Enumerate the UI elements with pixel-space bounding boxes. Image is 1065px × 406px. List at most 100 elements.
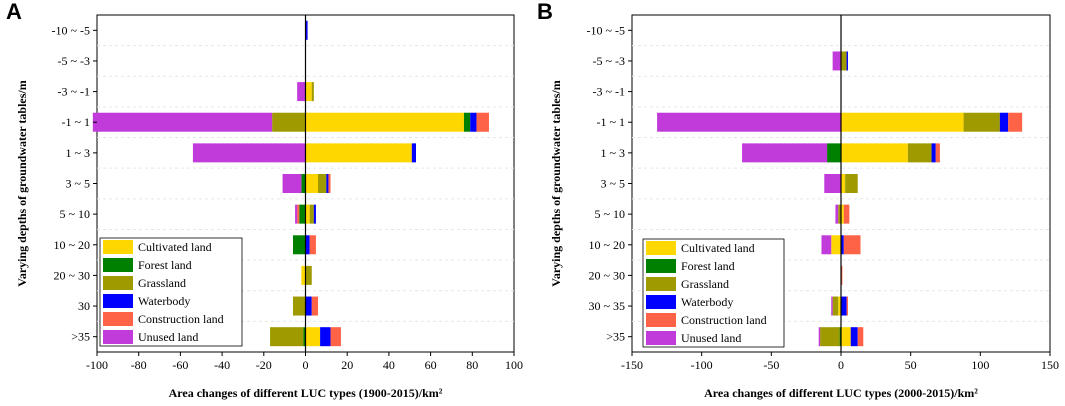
bar-a-9-2 — [292, 296, 306, 316]
bar-a-4-5 — [192, 143, 306, 163]
y-tick-label: -3 ~ -1 — [593, 85, 625, 99]
x-tick-label: -80 — [131, 358, 147, 372]
x-tick-label: 100 — [971, 358, 989, 372]
bar-a-2-0 — [305, 82, 312, 102]
bar-a-10-1 — [303, 327, 306, 347]
x-tick-label: 150 — [1041, 358, 1059, 372]
y-tick-label: 1 ~ 3 — [66, 146, 91, 160]
bar-b-3-2 — [963, 112, 1000, 132]
legend-swatch — [103, 312, 133, 326]
panel-letter-a: A — [6, 0, 22, 24]
bar-a-3-1 — [463, 112, 471, 132]
bar-b-4-5 — [742, 143, 828, 163]
x-axis-title: Area changes of different LUC types (190… — [169, 386, 443, 400]
bar-a-5-1 — [301, 174, 306, 193]
y-tick-label: >35 — [71, 330, 90, 344]
y-tick-label: 10 ~ 20 — [54, 238, 91, 252]
bar-b-10-2 — [820, 327, 840, 347]
x-tick-label: 20 — [341, 358, 353, 372]
bar-a-7-4 — [309, 235, 316, 255]
legend-swatch — [646, 241, 676, 255]
bar-b-5-2 — [845, 174, 858, 193]
y-tick-label: 20 ~ 30 — [54, 268, 91, 282]
bar-b-3-5 — [657, 112, 841, 132]
bar-a-10-4 — [330, 327, 341, 347]
x-tick-label: -60 — [172, 358, 188, 372]
bar-a-10-0 — [305, 327, 321, 347]
legend-swatch — [646, 295, 676, 309]
panel-b-chart: -150 -100 -50 0 50 100 150 -10 ~ -5 -5 ~ -3 -3 ~ … — [549, 14, 1059, 400]
legend-swatch — [103, 240, 133, 254]
bar-a-7-3 — [305, 235, 310, 255]
x-tick-label: 80 — [466, 358, 478, 372]
bar-a-6-5 — [295, 204, 298, 224]
bar-b-9-4 — [846, 296, 848, 316]
bar-a-3-3 — [470, 112, 477, 132]
y-tick-label: -10 ~ -5 — [52, 23, 90, 37]
panel-letter-b: B — [537, 0, 553, 24]
bar-a-6-0 — [305, 204, 310, 224]
x-tick-label: 60 — [425, 358, 437, 372]
bar-b-4-3 — [931, 143, 936, 163]
legend-label: Waterbody — [681, 295, 733, 309]
y-tick-label: 3 ~ 5 — [601, 177, 626, 191]
x-tick-label: -100 — [86, 358, 108, 372]
bar-b-3-0 — [841, 112, 964, 132]
bar-b-6-0 — [841, 204, 844, 224]
bar-b-10-0 — [841, 327, 851, 347]
x-tick-label: 40 — [383, 358, 395, 372]
bar-b-10-5 — [818, 327, 821, 347]
y-tick-label: 20 ~ 30 — [589, 268, 626, 282]
panel-a-chart: -100 -80 -60 -40 -20 0 20 40 60 80 100 -10 ~ -5 -5 ~… — [15, 14, 523, 400]
legend-label: Waterbody — [138, 294, 190, 308]
bar-a-8-0 — [301, 265, 306, 285]
legend-swatch — [103, 258, 133, 272]
bar-a-6-1 — [299, 204, 306, 224]
legend-swatch — [646, 331, 676, 345]
legend-label: Construction land — [138, 312, 224, 326]
bar-b-4-2 — [907, 143, 932, 163]
y-tick-label: 5 ~ 10 — [60, 207, 91, 221]
x-tick-label: -20 — [256, 358, 272, 372]
bar-a-9-3 — [305, 296, 312, 316]
y-tick-label: 10 ~ 20 — [589, 238, 626, 252]
y-tick-label: -1 ~ 1 — [597, 115, 626, 129]
bar-a-5-2 — [318, 174, 327, 193]
bar-a-5-3 — [326, 174, 329, 193]
bar-b-5-0 — [841, 174, 846, 193]
bar-b-9-5 — [831, 296, 833, 316]
bar-a-8-2 — [305, 265, 312, 285]
bar-b-4-1 — [827, 143, 841, 163]
bar-b-4-4 — [935, 143, 940, 163]
x-tick-label: -50 — [763, 358, 779, 372]
bar-b-3-3 — [999, 112, 1009, 132]
x-axis-title: Area changes of different LUC types (200… — [704, 386, 978, 400]
y-tick-label: 30 — [78, 299, 90, 313]
y-tick-label: -5 ~ -3 — [593, 54, 625, 68]
legend-swatch — [103, 276, 133, 290]
bar-b-6-2 — [838, 204, 841, 224]
bar-b-7-5 — [821, 235, 832, 255]
y-tick-label: 1 ~ 3 — [601, 146, 626, 160]
bar-a-0-3 — [305, 20, 308, 40]
y-tick-label: -3 ~ -1 — [58, 85, 90, 99]
legend-label: Unused land — [138, 330, 198, 344]
bar-a-5-0 — [305, 174, 319, 193]
bar-a-6-4 — [297, 204, 300, 224]
bar-a-7-1 — [292, 235, 306, 255]
legend-label: Unused land — [681, 331, 741, 345]
bar-a-3-5 — [92, 112, 273, 132]
bar-b-9-2 — [832, 296, 839, 316]
legend-label: Grassland — [681, 277, 729, 291]
x-tick-label: 0 — [303, 358, 309, 372]
bar-b-5-5 — [824, 174, 841, 193]
y-tick-label: 3 ~ 5 — [66, 177, 91, 191]
bar-b-3-4 — [1008, 112, 1023, 132]
legend-label: Forest land — [138, 258, 192, 272]
legend-box-b — [642, 238, 785, 348]
legend-swatch — [646, 313, 676, 327]
bar-a-3-0 — [305, 112, 464, 132]
legend-label: Construction land — [681, 313, 767, 327]
y-tick-label: -5 ~ -3 — [58, 54, 90, 68]
